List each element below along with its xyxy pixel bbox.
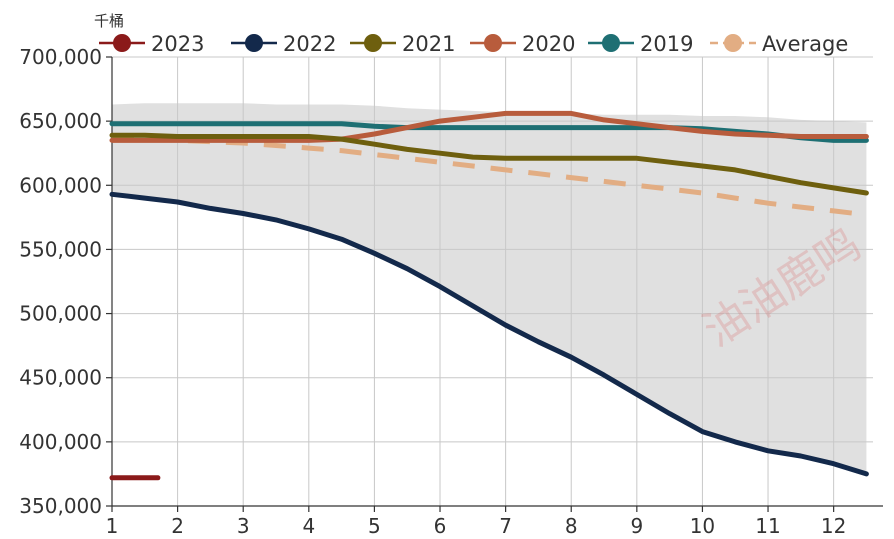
x-tick-label: 9 [630,514,643,538]
range-band-area [112,103,867,474]
legend-label-2020: 2020 [522,32,575,56]
legend-marker-2019 [602,34,620,52]
legend-marker-2021 [364,34,382,52]
x-tick-label: 8 [565,514,578,538]
y-tick-label: 650,000 [19,109,102,133]
x-tick-label: 2 [171,514,184,538]
legend-label-2023: 2023 [151,32,204,56]
x-tick-label: 10 [690,514,715,538]
y-tick-label: 600,000 [19,173,102,197]
legend-marker-average [724,34,742,52]
x-tick-label: 12 [821,514,846,538]
y-tick-label: 500,000 [19,302,102,326]
y-axis-unit-label: 千桶 [94,12,124,30]
x-tick-label: 1 [106,514,119,538]
legend-marker-2023 [113,34,131,52]
legend-label-2021: 2021 [402,32,455,56]
x-tick-label: 7 [499,514,512,538]
legend-label-2022: 2022 [283,32,336,56]
legend-marker-2020 [484,34,502,52]
y-tick-label: 450,000 [19,366,102,390]
series-line-2020 [109,110,869,143]
legend-marker-2022 [245,34,263,52]
x-tick-label: 4 [302,514,315,538]
y-tick-label: 700,000 [19,45,102,69]
y-tick-label: 350,000 [19,494,102,518]
y-tick-label: 400,000 [19,430,102,454]
series-line-2021 [109,132,869,196]
series-line-2022 [109,191,869,477]
x-tick-label: 11 [755,514,780,538]
y-tick-label: 550,000 [19,237,102,261]
legend-label-2019: 2019 [640,32,693,56]
x-tick-label: 5 [368,514,381,538]
legend-label-average: Average [762,32,848,56]
x-tick-label: 3 [237,514,250,538]
x-tick-label: 6 [434,514,447,538]
